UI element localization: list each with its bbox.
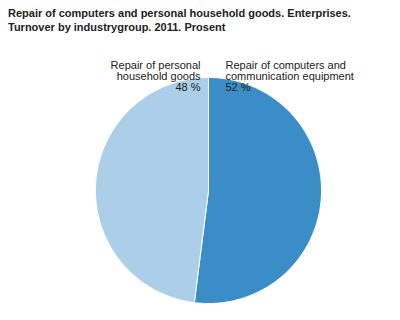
svg-text:Repair of computers andcommuni: Repair of computers andcommunication equ… (226, 59, 354, 93)
html-text:Turnover by industrygroup. 201: Turnover by industrygroup. 2011. Prosent (8, 21, 226, 33)
html-text:Repair of computers and person: Repair of computers and personal househo… (8, 7, 351, 19)
svg-text:Repair of personalhousehold go: Repair of personalhousehold goods48 % (111, 59, 201, 93)
